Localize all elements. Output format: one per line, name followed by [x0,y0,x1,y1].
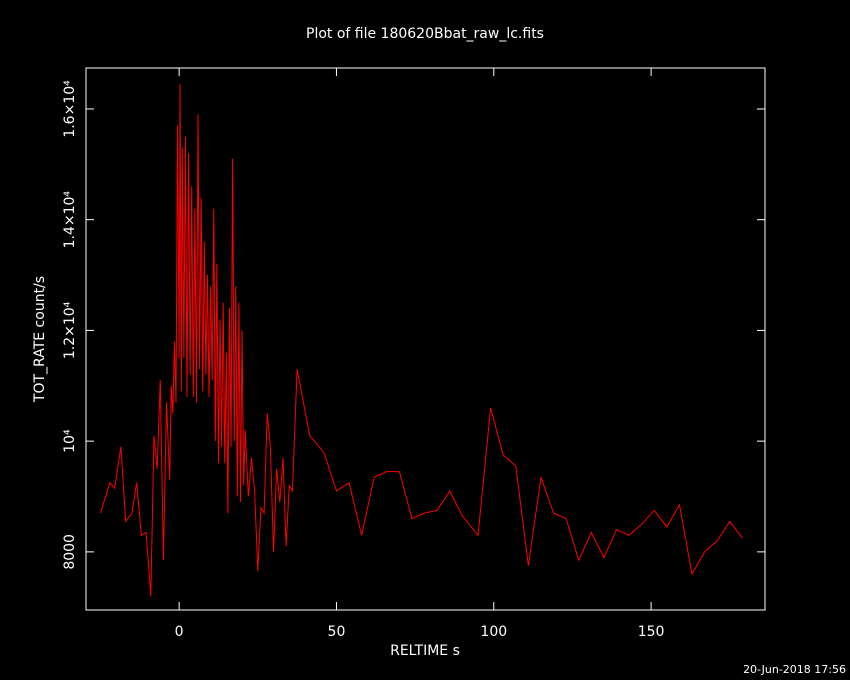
plot-frame [85,67,766,611]
x-tick-label: 150 [638,624,665,640]
y-tick-label: 1.4×10⁴ [62,191,78,249]
x-tick-label: 50 [328,624,346,640]
x-axis-label: RELTIME s [390,643,460,659]
chart-title: Plot of file 180620Bbat_raw_lc.fits [306,26,544,42]
y-tick-label: 1.2×10⁴ [62,301,78,359]
y-axis-label: TOT_RATE count/s [32,276,48,403]
y-tick-label: 10⁴ [62,429,78,453]
light-curve [99,84,743,597]
x-tick-label: 100 [480,624,507,640]
y-tick-label: 1.6×10⁴ [62,80,78,138]
footer-timestamp: 20-Jun-2018 17:56 [743,663,846,676]
x-tick-label: 0 [175,624,184,640]
y-tick-label: 8000 [62,534,78,570]
